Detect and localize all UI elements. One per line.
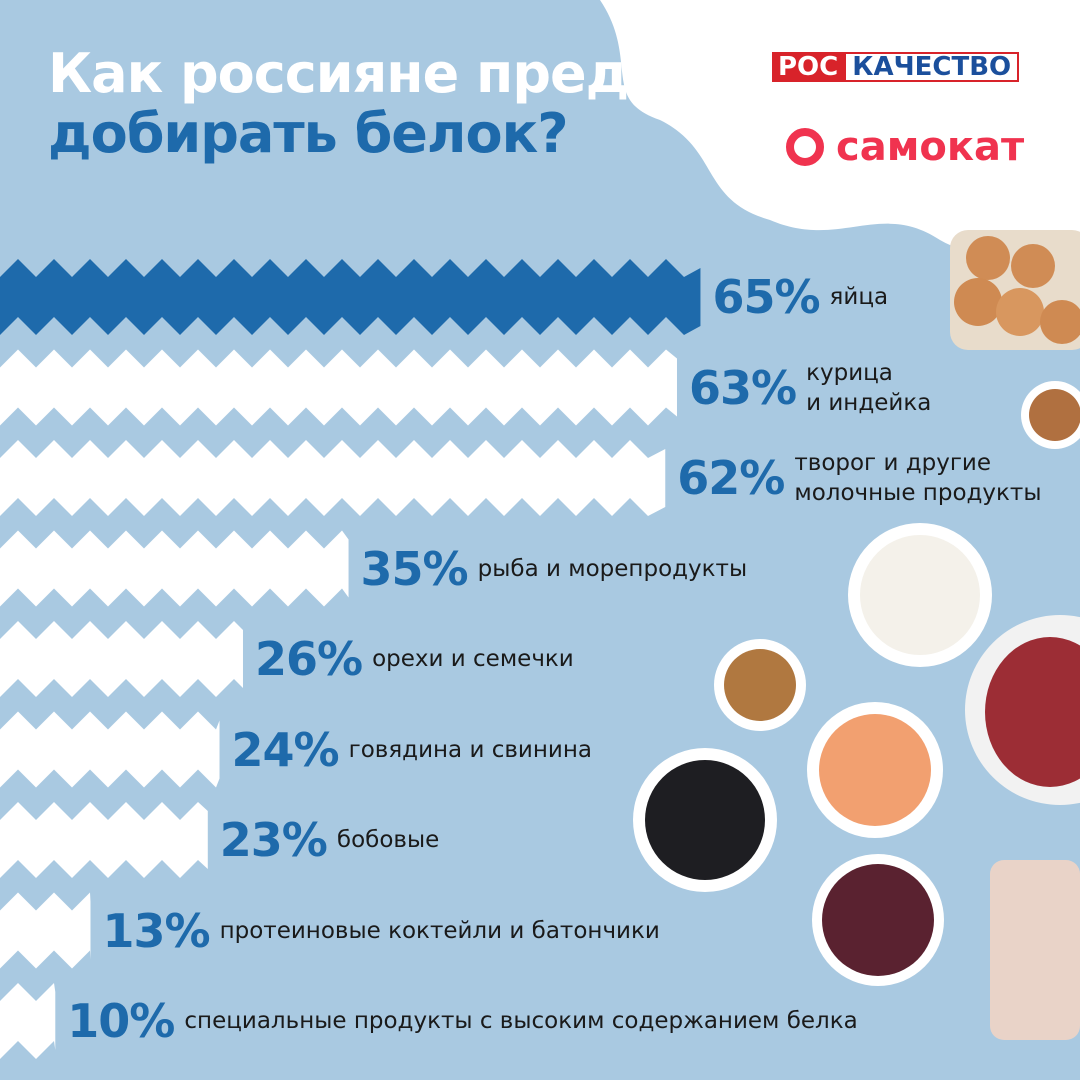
category-label: орехи и семечки [372,646,574,672]
bar [0,983,56,1059]
bar-label: 26% орехи и семечки [255,632,574,686]
category-label: яйца [829,284,889,310]
logo-icon [786,128,824,166]
bar-label: 13% протеиновые коктейли и батончики [102,904,659,958]
bar-label: 23% бобовые [220,813,440,867]
bar-label: 24% говядина и свинина [232,723,592,777]
value-label: 26% [254,632,363,686]
logo-text: РОС [772,52,845,82]
bar [0,892,91,969]
bar [0,621,243,697]
value-label: 63% [688,360,797,415]
bar-label: 62% творог и другие молочные продукты [677,448,1041,508]
value-label: 62% [677,451,785,505]
value-label: 35% [360,541,469,596]
value-label: 10% [67,994,175,1048]
category-label: творог и другие молочные продукты [794,450,1042,506]
category-label: специальные продукты с высоким содержани… [184,1008,858,1034]
logo-text: КАЧЕСТВО [844,52,1020,82]
bar [0,349,677,426]
shaker [990,860,1080,1040]
bar [0,259,701,335]
value-label: 24% [231,722,340,777]
category-label: протеиновые коктейли и батончики [219,917,660,944]
category-label: рыба и морепродукты [477,555,748,582]
bar-label: 35% рыба и морепродукты [361,542,748,596]
logo: самокат [786,124,1024,170]
bar [0,802,208,878]
category-label: курица и индейка [806,359,932,416]
category-label: бобовые [336,827,440,853]
bar-label: 10% специальные продукты с высоким содерж… [67,994,857,1048]
bar-label: 63% курица и индейка [689,358,931,418]
bar-label: 65% яйца [712,270,888,324]
bar [0,711,220,788]
category-label: говядина и свинина [348,736,592,763]
bar [0,440,666,516]
logo: РОС КАЧЕСТВО [772,52,1020,82]
logo-text: самокат [836,124,1025,170]
value-label: 13% [102,903,210,958]
bar [0,530,349,607]
value-label: 23% [219,813,328,867]
value-label: 65% [712,270,820,324]
title-line: добирать белок? [48,102,569,165]
